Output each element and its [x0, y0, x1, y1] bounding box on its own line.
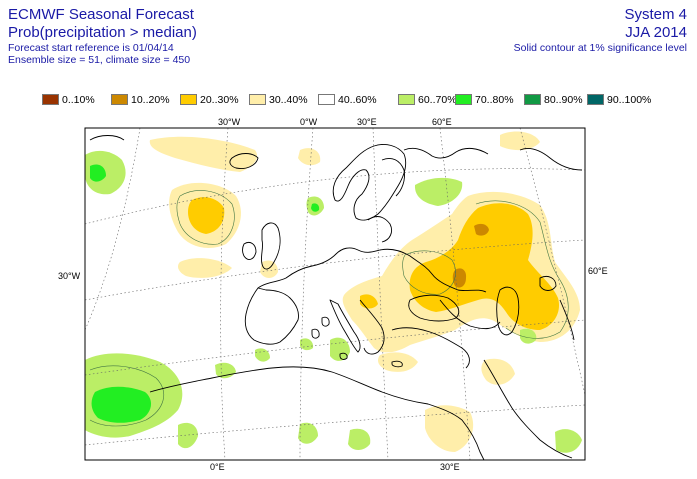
probability-area: [298, 148, 321, 166]
legend-swatch: [42, 94, 59, 105]
legend-swatch: [524, 94, 541, 105]
probability-area: [311, 203, 320, 212]
map-title: ECMWF Seasonal Forecast: [8, 6, 194, 23]
significance-note: Solid contour at 1% significance level: [513, 42, 687, 54]
legend-label: 40..60%: [338, 94, 377, 106]
lon-label-bottom: 0°E: [210, 462, 225, 472]
legend-swatch: [180, 94, 197, 105]
probability-area: [298, 422, 318, 444]
probability-area: [348, 428, 371, 450]
legend-label: 70..80%: [475, 94, 514, 106]
legend-label: 80..90%: [544, 94, 583, 106]
probability-area: [178, 422, 198, 449]
legend-label: 30..40%: [269, 94, 308, 106]
lon-label-top: 60°E: [432, 117, 452, 127]
legend-label: 10..20%: [131, 94, 170, 106]
probability-area: [474, 223, 489, 236]
probability-area: [90, 164, 106, 182]
map-subtitle: Prob(precipitation > median): [8, 24, 197, 41]
header-left: ECMWF Seasonal Forecast Prob(precipitati…: [8, 6, 197, 66]
probability-area: [520, 328, 537, 344]
probability-area: [409, 203, 560, 330]
legend-label: 60..70%: [418, 94, 457, 106]
legend-swatch: [455, 94, 472, 105]
legend-swatch: [398, 94, 415, 105]
legend-swatch: [587, 94, 604, 105]
season-label: JJA 2014: [625, 24, 687, 41]
coastlines: [89, 135, 583, 460]
legend-swatch: [318, 94, 335, 105]
probability-area: [91, 386, 152, 423]
lon-label-top: 0°W: [300, 117, 318, 127]
legend-label: 0..10%: [62, 94, 95, 106]
probability-area: [255, 348, 270, 362]
probability-area: [260, 260, 278, 278]
probability-area: [414, 177, 463, 206]
legend-label: 20..30%: [200, 94, 239, 106]
probability-70-80-areas: [90, 164, 320, 423]
probability-area: [500, 131, 540, 151]
probability-area: [188, 197, 225, 234]
probability-10-20-areas: [452, 223, 489, 288]
lon-label-right: 60°E: [588, 266, 608, 276]
probability-area: [178, 258, 232, 278]
system-label: System 4: [624, 6, 687, 23]
ensemble-size: Ensemble size = 51, climate size = 450: [8, 54, 191, 66]
probability-area: [378, 352, 418, 372]
probability-area: [452, 268, 467, 288]
legend-swatch: [249, 94, 266, 105]
header-right: System 4 JJA 2014 Solid contour at 1% si…: [514, 6, 687, 54]
probability-area: [425, 405, 474, 452]
probability-area: [555, 429, 582, 453]
probability-area: [330, 337, 350, 361]
legend-swatch: [111, 94, 128, 105]
significance-contours: [89, 190, 569, 427]
probability-area: [481, 358, 515, 385]
lon-label-left: 30°W: [58, 271, 81, 281]
probability-area: [215, 362, 236, 379]
legend-label: 90..100%: [607, 94, 652, 106]
map-content: [85, 128, 585, 460]
lon-label-bottom: 30°E: [440, 462, 460, 472]
lon-label-top: 30°E: [357, 117, 377, 127]
start-reference: Forecast start reference is 01/04/14: [8, 42, 174, 54]
map-frame: [84, 127, 586, 461]
lon-label-top: 30°W: [218, 117, 241, 127]
probability-20-30-areas: [188, 197, 560, 330]
